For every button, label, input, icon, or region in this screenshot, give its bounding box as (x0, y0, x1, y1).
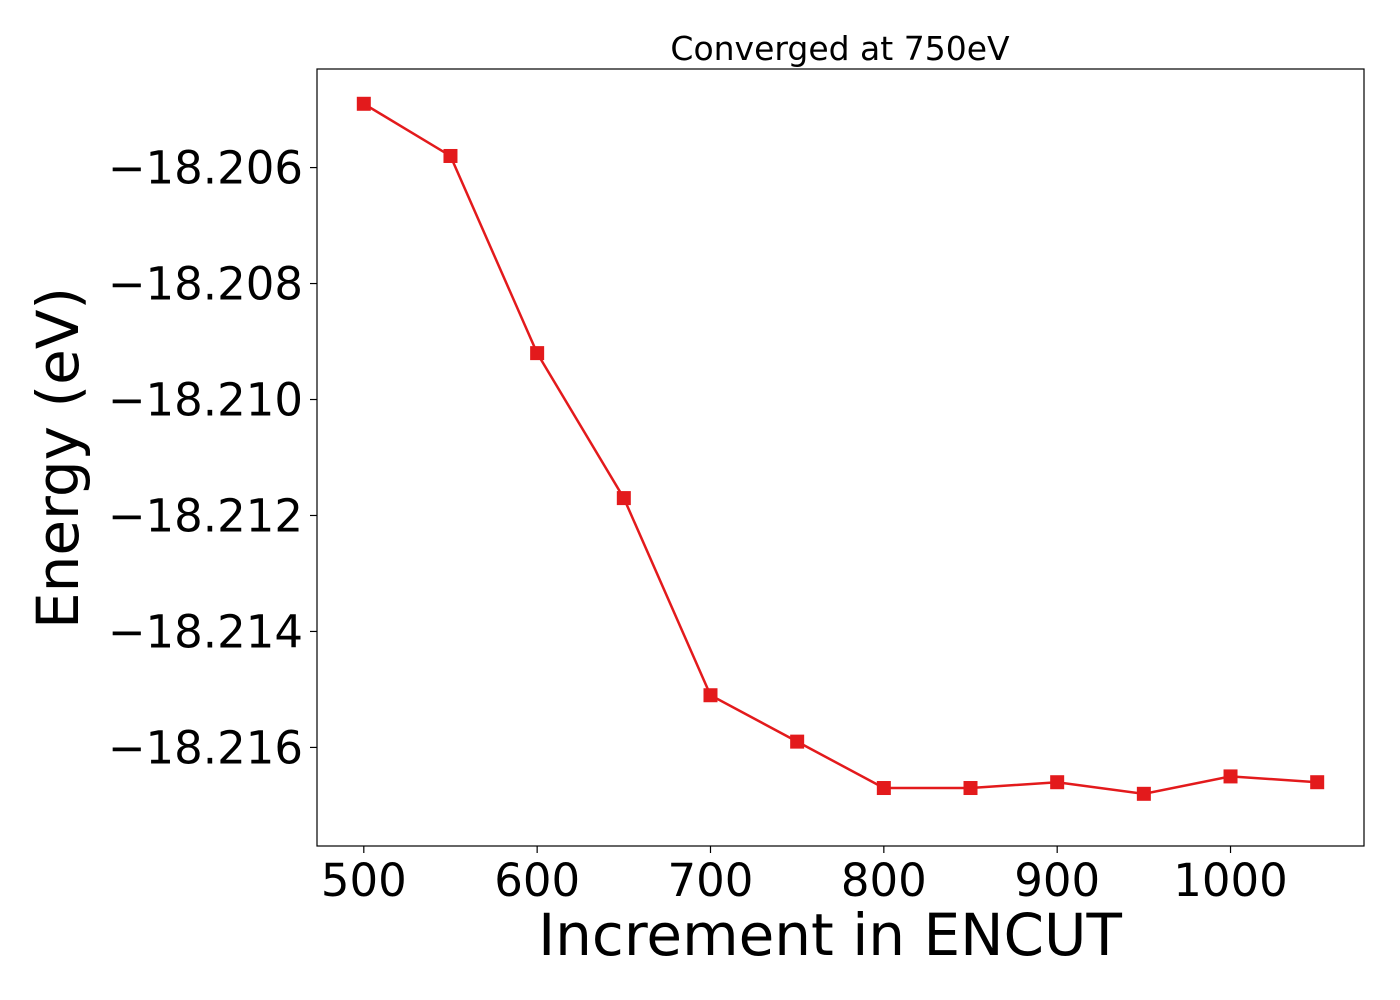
data-point-marker (356, 96, 371, 111)
x-tick-label: 800 (841, 854, 927, 907)
y-tick-label: −18.206 (108, 142, 303, 195)
x-axis-label: Increment in ENCUT (538, 901, 1122, 969)
data-point-marker (790, 734, 805, 749)
chart-title: Converged at 750eV (670, 29, 1010, 68)
data-point-marker (1136, 786, 1151, 801)
data-point-marker (876, 781, 891, 796)
x-tick-label: 900 (1014, 854, 1100, 907)
data-point-marker (1223, 769, 1238, 784)
x-tick-label: 1000 (1173, 854, 1288, 907)
y-tick-label: −18.214 (108, 605, 303, 658)
y-axis-ticks: −18.206 −18.208 −18.210 −18.212 −18.214 −18.2… (108, 142, 317, 774)
x-tick-label: 600 (494, 854, 580, 907)
data-point-marker (1050, 775, 1065, 790)
y-axis-label: Energy (eV) (24, 287, 92, 629)
y-tick-label: −18.212 (108, 489, 303, 542)
data-point-marker (530, 346, 545, 361)
x-axis-ticks: 500 600 700 800 900 1000 (321, 846, 1288, 907)
series-line (363, 102, 1318, 796)
data-point-marker (1310, 775, 1325, 790)
data-point-marker (616, 491, 631, 506)
y-tick-label: −18.210 (108, 374, 303, 427)
data-point-marker (703, 688, 718, 703)
y-tick-label: −18.216 (108, 721, 303, 774)
series-group (356, 96, 1325, 801)
x-tick-label: 500 (321, 854, 407, 907)
x-tick-label: 700 (668, 854, 754, 907)
data-point-marker (443, 148, 458, 163)
plot-area (316, 68, 1365, 847)
y-tick-label: −18.208 (108, 258, 303, 311)
data-point-marker (963, 781, 978, 796)
